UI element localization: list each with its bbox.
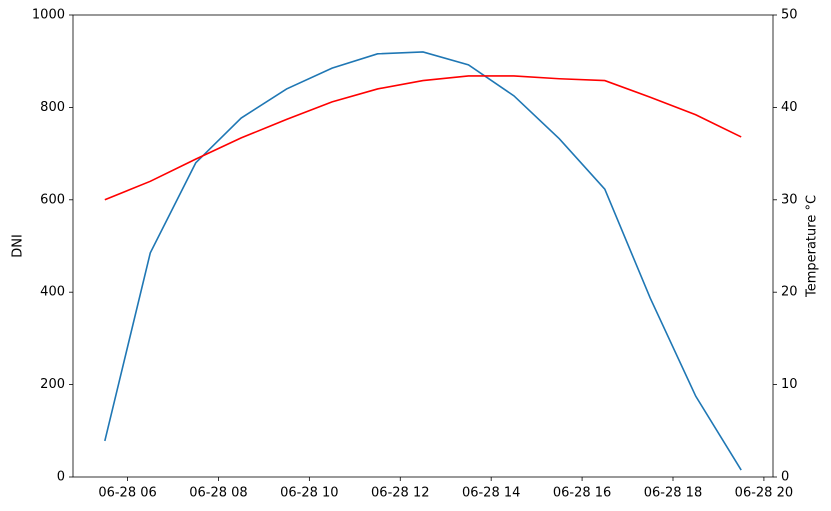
y2-tick-label: 40	[781, 100, 798, 115]
y2-tick-label: 0	[781, 470, 789, 485]
data-line	[104, 75, 742, 201]
y-tick-label: 1000	[32, 8, 65, 23]
y2-tick-label: 50	[781, 8, 798, 23]
x-tick-label: 06-28 12	[371, 486, 429, 501]
y2-axis-label: Temperature °C	[805, 195, 820, 298]
y-tick-label: 200	[40, 377, 65, 392]
y-tick-label: 400	[40, 285, 65, 300]
x-tick-label: 06-28 18	[644, 486, 702, 501]
data-line	[104, 51, 742, 471]
y2-tick-label: 30	[781, 192, 798, 207]
y-tick-label: 600	[40, 192, 65, 207]
y2-tick-label: 20	[781, 285, 798, 300]
x-tick-label: 06-28 14	[462, 486, 520, 501]
x-tick-label: 06-28 16	[553, 486, 611, 501]
y2-tick-label: 10	[781, 377, 798, 392]
x-tick-label: 06-28 10	[280, 486, 338, 501]
x-tick-label: 06-28 20	[735, 486, 793, 501]
plot-frame	[72, 14, 774, 478]
y-tick-label: 0	[57, 470, 65, 485]
y-tick-label: 800	[40, 100, 65, 115]
y-axis-label: DNI	[11, 234, 26, 258]
x-tick-label: 06-28 08	[189, 486, 247, 501]
x-tick-label: 06-28 06	[98, 486, 156, 501]
